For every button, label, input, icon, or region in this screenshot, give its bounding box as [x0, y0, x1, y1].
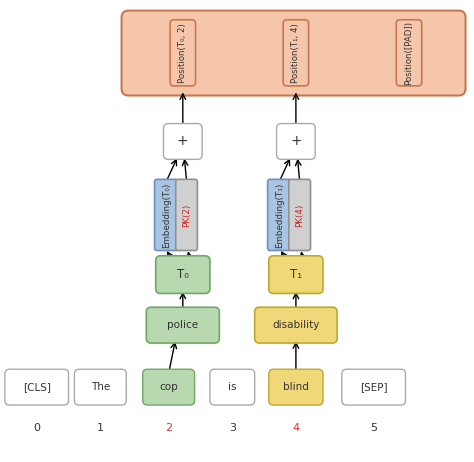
FancyBboxPatch shape [74, 369, 126, 405]
FancyBboxPatch shape [283, 20, 309, 86]
Text: 0: 0 [33, 423, 40, 432]
Text: PK(4): PK(4) [295, 203, 304, 227]
FancyBboxPatch shape [164, 123, 202, 159]
Text: +: + [290, 134, 302, 148]
FancyBboxPatch shape [396, 20, 422, 86]
FancyBboxPatch shape [121, 11, 465, 96]
Text: 5: 5 [370, 423, 377, 432]
Text: is: is [228, 382, 237, 392]
Text: 1: 1 [97, 423, 104, 432]
FancyBboxPatch shape [170, 20, 196, 86]
Text: The: The [91, 382, 110, 392]
FancyBboxPatch shape [268, 179, 291, 250]
Text: Position(T₀, 2): Position(T₀, 2) [178, 23, 187, 83]
Text: Position(T₁, 4): Position(T₁, 4) [292, 23, 301, 83]
FancyBboxPatch shape [342, 369, 405, 405]
Text: 3: 3 [229, 423, 236, 432]
Text: 4: 4 [292, 423, 300, 432]
FancyBboxPatch shape [156, 256, 210, 293]
Text: T₀: T₀ [177, 268, 189, 281]
FancyBboxPatch shape [269, 369, 323, 405]
Text: police: police [167, 320, 199, 330]
FancyBboxPatch shape [289, 179, 310, 250]
Text: cop: cop [159, 382, 178, 392]
FancyBboxPatch shape [210, 369, 255, 405]
FancyBboxPatch shape [5, 369, 69, 405]
FancyBboxPatch shape [155, 179, 178, 250]
Text: Position([PAD]): Position([PAD]) [404, 21, 413, 85]
Text: disability: disability [272, 320, 319, 330]
Text: T₁: T₁ [290, 268, 302, 281]
Text: blind: blind [283, 382, 309, 392]
Text: Embedding(T₀): Embedding(T₀) [162, 182, 171, 248]
Text: [CLS]: [CLS] [23, 382, 51, 392]
FancyBboxPatch shape [277, 123, 315, 159]
FancyBboxPatch shape [269, 256, 323, 293]
Text: PK(2): PK(2) [182, 203, 191, 227]
Text: Embedding(T₁): Embedding(T₁) [275, 182, 284, 248]
Text: 2: 2 [165, 423, 172, 432]
FancyBboxPatch shape [176, 179, 197, 250]
FancyBboxPatch shape [255, 307, 337, 343]
FancyBboxPatch shape [146, 307, 219, 343]
Text: +: + [177, 134, 189, 148]
FancyBboxPatch shape [143, 369, 195, 405]
Text: [SEP]: [SEP] [360, 382, 387, 392]
